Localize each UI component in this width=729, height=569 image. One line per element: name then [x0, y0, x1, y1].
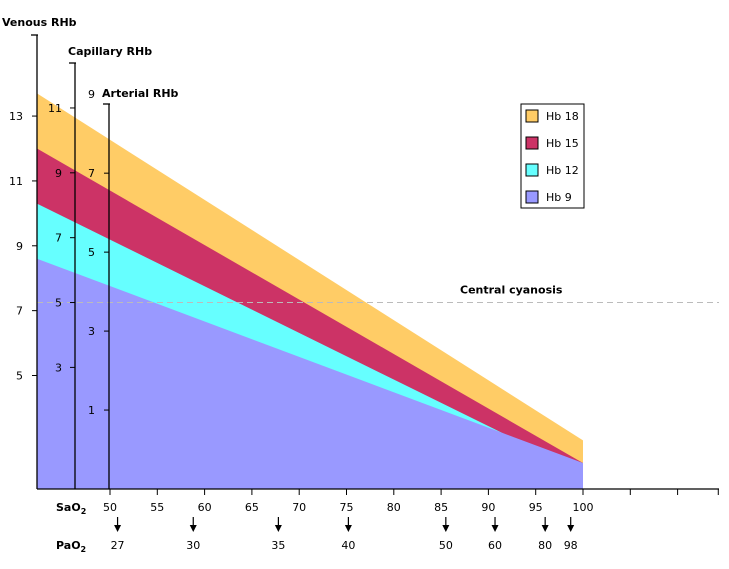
band-hb-9	[37, 258, 583, 489]
legend-swatch-hb-12	[525, 163, 539, 177]
arterial-rhb-axis: Arterial RHb 1 3 5 7 9	[88, 87, 179, 489]
pao2-value: 35	[271, 539, 285, 552]
pao2-value: 40	[341, 539, 355, 552]
pao2-arrow-head	[344, 525, 352, 532]
arterial-rhb-tick-label: 3	[88, 325, 95, 338]
central-cyanosis-label: Central cyanosis	[460, 284, 563, 297]
arterial-rhb-tick-label: 9	[88, 88, 95, 101]
sao2-axis: 50 55 60 65 70 75 80 85 90 95 100 SaO2	[37, 488, 719, 516]
capillary-rhb-tick-label: 3	[55, 361, 62, 374]
pao2-value: 30	[186, 539, 200, 552]
pao2-label-subscript: 2	[81, 545, 87, 554]
legend-label: Hb 15	[546, 137, 579, 150]
pao2-row: PaO2 27 30 35 40 50 60 80 98	[56, 517, 578, 554]
venous-rhb-tick-label: 11	[9, 175, 23, 188]
x-tick-label: 85	[434, 501, 448, 514]
pao2-label: PaO2	[56, 539, 86, 554]
capillary-rhb-tick-label: 7	[55, 232, 62, 245]
pao2-arrow-head	[189, 525, 197, 532]
arterial-rhb-tick-label: 7	[88, 167, 95, 180]
x-tick-label: 95	[529, 501, 543, 514]
pao2-arrow-head	[114, 525, 122, 532]
venous-rhb-tick-label: 13	[9, 110, 23, 123]
x-tick-label: 70	[292, 501, 306, 514]
hemoglobin-bands	[37, 93, 583, 489]
legend-label: Hb 18	[546, 110, 579, 123]
pao2-value: 50	[439, 539, 453, 552]
pao2-value: 80	[538, 539, 552, 552]
venous-rhb-title: Venous RHb	[2, 16, 77, 29]
capillary-rhb-tick-label: 5	[55, 297, 62, 310]
pao2-arrow-head	[491, 525, 499, 532]
venous-rhb-tick-label: 9	[16, 240, 23, 253]
sao2-label: SaO2	[56, 501, 86, 516]
pao2-arrow-head	[567, 525, 575, 532]
x-tick-label: 75	[340, 501, 354, 514]
capillary-rhb-tick-label: 9	[55, 167, 62, 180]
pao2-value: 27	[111, 539, 125, 552]
pao2-value: 98	[564, 539, 578, 552]
venous-rhb-tick-label: 5	[16, 370, 23, 383]
venous-rhb-tick-label: 7	[16, 305, 23, 318]
pao2-value: 60	[488, 539, 502, 552]
legend-swatch-hb-18	[525, 109, 539, 123]
pao2-arrow-head	[442, 525, 450, 532]
arterial-rhb-title: Arterial RHb	[102, 87, 179, 100]
capillary-rhb-tick-label: 11	[48, 102, 62, 115]
x-tick-label: 60	[198, 501, 212, 514]
x-tick-label: 50	[103, 501, 117, 514]
venous-rhb-axis: Venous RHb 5 7 9 11 13	[2, 16, 77, 489]
pao2-arrow-head	[274, 525, 282, 532]
x-tick-label: 80	[387, 501, 401, 514]
arterial-rhb-tick-label: 1	[88, 404, 95, 417]
legend-swatch-hb-9	[525, 190, 539, 204]
x-tick-label: 100	[573, 501, 594, 514]
pao2-arrow-head	[541, 525, 549, 532]
legend-swatch-hb-15	[525, 136, 539, 150]
arterial-rhb-tick-label: 5	[88, 246, 95, 259]
capillary-rhb-title: Capillary RHb	[68, 45, 152, 58]
x-tick-label: 90	[481, 501, 495, 514]
x-tick-label: 65	[245, 501, 259, 514]
x-tick-label: 55	[150, 501, 164, 514]
legend-label: Hb 12	[546, 164, 579, 177]
sao2-label-subscript: 2	[81, 507, 87, 516]
capillary-rhb-axis: Capillary RHb 3 5 7 9 11	[48, 45, 152, 489]
legend-label: Hb 9	[546, 191, 572, 204]
legend: Hb 18 Hb 15 Hb 12 Hb 9	[520, 103, 585, 209]
